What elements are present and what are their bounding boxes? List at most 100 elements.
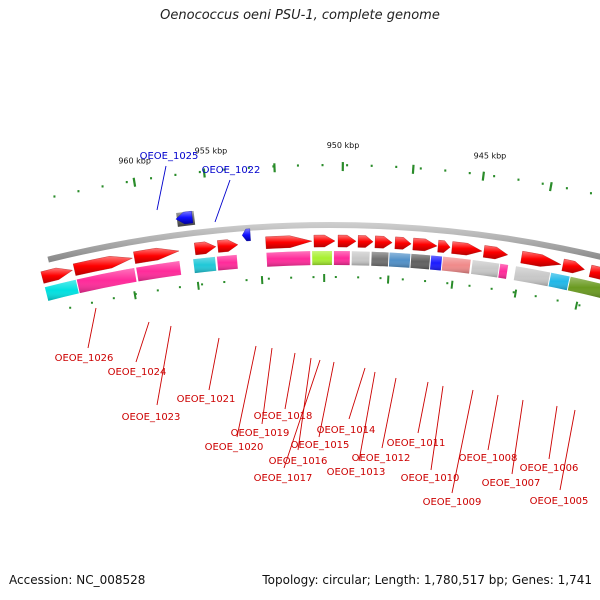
cog-block-shade	[266, 251, 311, 267]
scale-minor-tick	[541, 182, 544, 185]
inner-minor-tick	[201, 283, 204, 286]
inner-minor-tick	[424, 280, 427, 283]
inner-minor-tick	[290, 276, 293, 279]
inner-minor-tick	[556, 299, 559, 302]
gene-label: OEOE_1012	[352, 453, 411, 464]
gene-label: OEOE_1014	[317, 425, 376, 436]
gene-label: OEOE_1020	[205, 442, 264, 453]
scale-minor-tick	[565, 187, 568, 190]
scale-minor-tick	[346, 164, 349, 167]
inner-minor-tick	[334, 276, 337, 279]
gene-label: OEOE_1016	[269, 456, 328, 467]
label-leader-line	[297, 357, 312, 451]
cog-block-shade	[371, 251, 389, 267]
inner-minor-tick	[578, 304, 581, 307]
scale-minor-tick	[296, 164, 299, 167]
scale-label: 955 kbp	[195, 147, 228, 156]
label-leader-line	[284, 352, 296, 410]
gene-label: OEOE_1006	[520, 463, 579, 474]
label-leader-line	[417, 381, 429, 434]
cog-block-shade	[567, 276, 600, 298]
inner-minor-tick	[112, 297, 115, 300]
forward-cds-arrow	[394, 236, 412, 250]
scale-label: 950 kbp	[327, 141, 360, 150]
scale-ticks	[53, 162, 592, 198]
label-leader-line	[318, 361, 335, 438]
scale-minor-tick	[589, 192, 592, 195]
scale-major-tick	[132, 177, 137, 187]
inner-minor-tick	[379, 277, 382, 280]
forward-cds-arrow	[561, 258, 585, 274]
inner-minor-tick	[267, 277, 270, 280]
cog-block-shade	[136, 261, 182, 282]
gene-label: OEOE_1024	[108, 367, 167, 378]
inner-minor-tick	[178, 286, 181, 289]
label-leader-line	[358, 371, 376, 462]
gene-label: OEOE_1018	[254, 411, 313, 422]
scale-major-tick	[202, 168, 206, 178]
forward-cds-arrow	[374, 235, 393, 249]
inner-minor-tick	[490, 287, 493, 290]
cog-block-shade	[193, 256, 217, 274]
scale-minor-tick	[247, 166, 250, 169]
genome-summary-text: Topology: circular; Length: 1,780,517 bp…	[262, 573, 592, 587]
label-leader-line	[208, 337, 220, 391]
gene-label: OEOE_1009	[423, 497, 482, 508]
gene-label: OEOE_1023	[122, 412, 181, 423]
gene-label: OEOE_1015	[291, 440, 350, 451]
gene-label: OEOE_1013	[327, 467, 386, 478]
scale-minor-tick	[125, 180, 128, 184]
scale-minor-tick	[444, 169, 447, 172]
forward-cds-arrow	[451, 241, 483, 256]
gene-label: OEOE_1007	[482, 478, 541, 489]
cog-block-shade	[441, 256, 471, 274]
label-leader-line	[261, 347, 273, 425]
inner-minor-tick	[223, 281, 226, 284]
inner-minor-tick	[312, 276, 315, 279]
inner-minor-tick	[401, 278, 404, 281]
inner-minor-tick	[534, 295, 537, 298]
scale-minor-tick	[53, 195, 56, 198]
inner-minor-tick	[156, 289, 159, 292]
cog-block-shade	[470, 259, 500, 278]
inner-minor-tick	[357, 276, 360, 279]
cog-block-shade	[44, 279, 79, 301]
reverse-strand-track	[175, 210, 251, 242]
gene-label: OEOE_1025	[140, 151, 199, 162]
scale-minor-tick	[370, 164, 373, 167]
gene-label: OEOE_1011	[387, 438, 446, 449]
scale-major-tick	[411, 164, 415, 174]
reverse-cds-arrow	[175, 210, 194, 225]
label-leader-line	[487, 394, 499, 451]
forward-cds-arrow	[520, 251, 562, 267]
forward-cds-arrow	[357, 235, 374, 248]
cog-block-shade	[548, 272, 570, 291]
scale-label: 960 kbp	[118, 156, 151, 165]
inner-major-tick	[450, 280, 454, 289]
cog-block-shade	[351, 251, 370, 266]
cog-block-shade	[333, 251, 350, 266]
scale-major-tick	[481, 171, 486, 181]
inner-tick-ring	[69, 274, 581, 310]
label-leader-line	[511, 399, 524, 475]
forward-cds-arrow	[133, 247, 180, 264]
cog-block-shade	[410, 253, 431, 270]
cog-block-shade	[430, 255, 443, 271]
forward-cds-arrow	[313, 234, 336, 248]
genome-backbone	[47, 222, 600, 263]
gene-label: OEOE_1022	[202, 165, 261, 176]
gene-label: OEOE_1010	[401, 473, 460, 484]
inner-major-tick	[513, 289, 518, 298]
forward-cds-arrow	[265, 235, 313, 249]
reverse-cds-arrow	[241, 228, 251, 242]
cog-block-shade	[513, 266, 551, 287]
inner-minor-tick	[512, 291, 515, 294]
gene-label: OEOE_1008	[459, 453, 518, 464]
gene-label: OEOE_1026	[55, 353, 114, 364]
label-leader-line	[214, 179, 231, 223]
inner-major-tick	[133, 291, 137, 300]
label-leader-line	[381, 377, 397, 449]
inner-minor-tick	[446, 282, 449, 285]
inner-major-tick	[574, 301, 579, 310]
